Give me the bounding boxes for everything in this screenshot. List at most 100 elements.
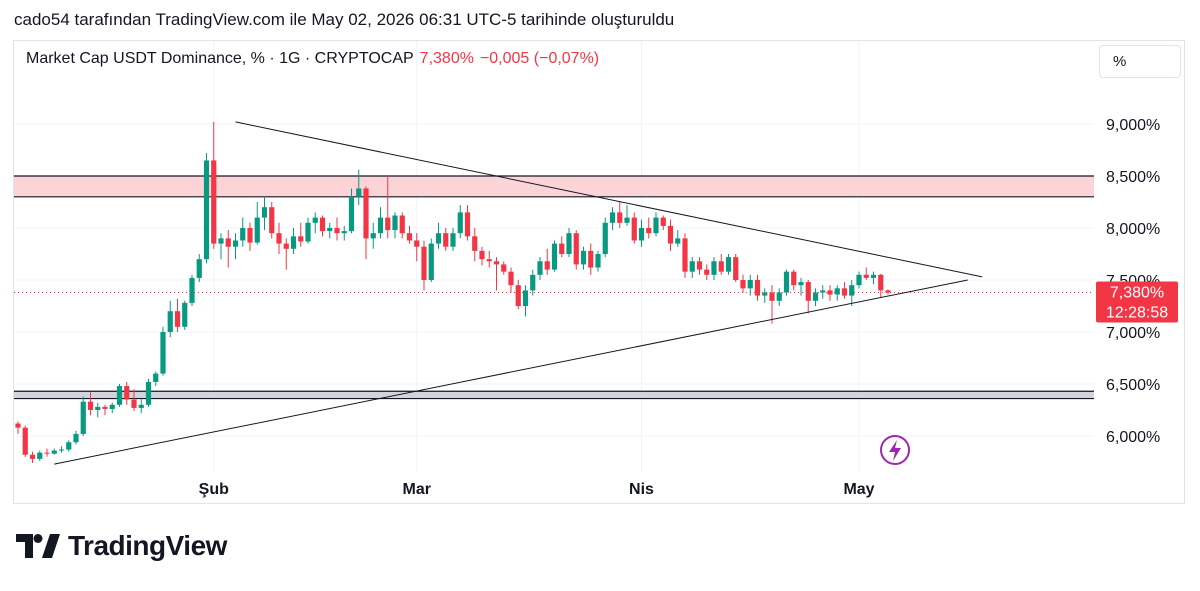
candle-down — [319, 217, 326, 232]
candle-up — [138, 404, 144, 408]
candle-down — [660, 217, 666, 226]
candle-down — [493, 261, 500, 265]
x-tick-label: Nis — [629, 481, 654, 498]
y-tick-label: 9,000% — [1106, 117, 1160, 134]
candle-down — [124, 386, 130, 400]
candle-up — [820, 290, 826, 293]
candle-up — [327, 228, 333, 232]
candle-down — [827, 290, 833, 295]
candle-down — [87, 401, 94, 410]
candle-up — [203, 160, 210, 260]
legend-symbol: Market Cap USDT Dominance, % · 1G · CRYP… — [26, 50, 414, 67]
candle-up — [595, 254, 601, 268]
candle-down — [508, 271, 514, 286]
candle-up — [609, 212, 616, 223]
candle-up — [254, 217, 260, 243]
candle-down — [791, 271, 797, 286]
candle-up — [348, 196, 355, 232]
zone-rect — [14, 176, 1094, 197]
trendline — [235, 121, 983, 278]
brand-name: TradingView — [68, 530, 227, 561]
candle-up — [109, 404, 115, 409]
candle-up — [653, 217, 659, 234]
candle-down — [472, 236, 478, 251]
last-price-badge — [1096, 281, 1178, 323]
candle-up — [356, 188, 362, 197]
candle-up — [530, 274, 536, 291]
candle-down — [805, 282, 811, 301]
candle-down — [385, 217, 391, 231]
candle-down — [44, 452, 50, 454]
candle-up — [73, 433, 79, 443]
candle-up — [305, 222, 311, 242]
candle-down — [225, 238, 231, 247]
x-tick-label: May — [843, 481, 874, 498]
candle-up — [689, 261, 695, 272]
unit-toggle-button[interactable]: % — [1099, 45, 1181, 78]
candle-up — [551, 243, 558, 270]
candle-up — [167, 311, 173, 332]
candle-up — [834, 288, 840, 295]
candle-down — [406, 233, 413, 241]
candle-up — [624, 217, 630, 223]
candle-down — [276, 233, 282, 244]
candle-down — [421, 246, 427, 280]
candle-up — [145, 381, 152, 405]
candle-down — [885, 290, 891, 293]
candle-down — [617, 212, 623, 223]
candle-up — [762, 292, 768, 296]
candle-down — [131, 399, 137, 408]
candle-up — [870, 274, 877, 278]
y-tick-label: 8,000% — [1106, 221, 1160, 238]
candle-down — [283, 243, 289, 249]
chart-caption: cado54 tarafından TradingView.com ile Ma… — [14, 10, 675, 29]
candle-down — [631, 217, 637, 241]
lightning-icon — [889, 440, 901, 461]
candle-down — [841, 288, 848, 296]
candle-down — [718, 261, 724, 272]
candle-down — [733, 257, 739, 280]
candle-up — [160, 332, 166, 374]
candle-up — [522, 290, 529, 306]
candle-down — [769, 292, 775, 301]
candle-up — [51, 450, 57, 454]
candle-down — [544, 261, 550, 270]
candle-down — [464, 212, 471, 237]
trendline — [54, 279, 968, 465]
candle-down — [298, 236, 304, 242]
candle-up — [711, 261, 717, 275]
candle-up — [189, 277, 195, 303]
candle-down — [399, 215, 405, 234]
x-tick-label: Mar — [403, 481, 431, 498]
tradingview-logo-icon — [16, 534, 60, 558]
legend-value: 7,380% — [419, 50, 474, 67]
candle-up — [812, 292, 819, 301]
candle-up — [312, 217, 318, 223]
candle-down — [334, 228, 340, 234]
candle-up — [240, 228, 246, 241]
candle-up — [849, 285, 855, 296]
candle-up — [435, 233, 442, 244]
candle-down — [247, 228, 253, 243]
candle-up — [725, 257, 732, 272]
candle-up — [58, 449, 65, 451]
candle-up — [341, 231, 347, 234]
candle-up — [392, 215, 398, 231]
candle-down — [682, 238, 688, 272]
candle-down — [486, 259, 492, 262]
candle-down — [174, 311, 181, 327]
candle-up — [182, 302, 188, 327]
candle-up — [450, 233, 456, 247]
symbol-legend[interactable]: Market Cap USDT Dominance, % · 1G · CRYP… — [26, 50, 599, 68]
candle-up — [377, 217, 384, 234]
candle-down — [443, 233, 449, 247]
candle-up — [856, 274, 862, 286]
candle-up — [66, 442, 72, 450]
candle-down — [102, 406, 108, 409]
candle-up — [428, 243, 434, 280]
candle-up — [116, 386, 123, 405]
candle-up — [675, 238, 681, 244]
candle-down — [863, 274, 869, 278]
candle-down — [588, 250, 594, 268]
